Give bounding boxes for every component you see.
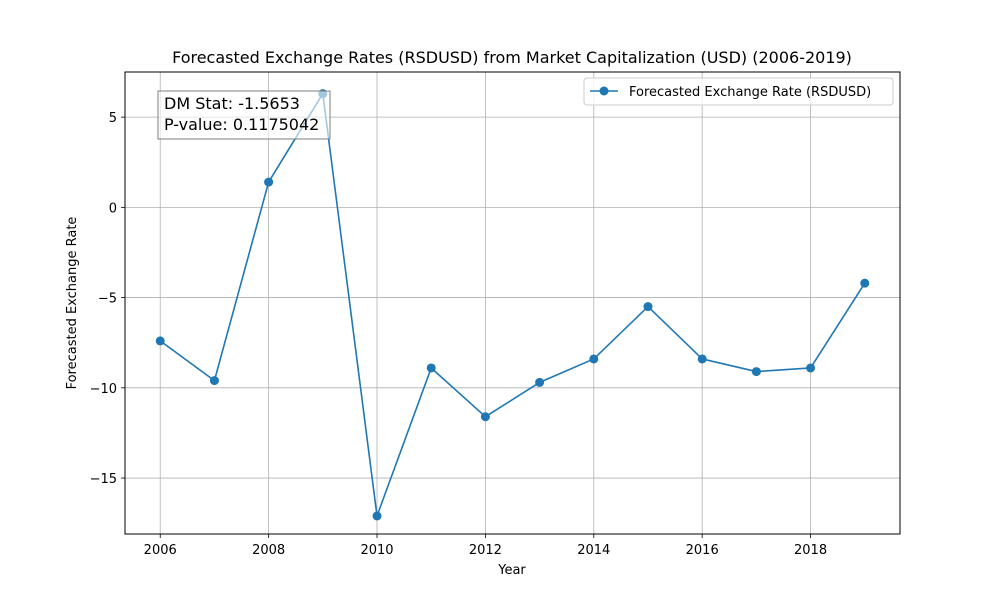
x-axis-label: Year [497,563,526,578]
legend-frame [583,77,894,106]
y-tick-label: −15 [90,472,117,487]
series-layer [155,89,870,521]
ticks: 2006 2008 2010 2012 2014 2016 2018 −15 −10 −5 0 5 [90,111,828,558]
legend-marker-swatch [599,86,609,96]
grid [125,72,900,534]
data-point-2018 [806,363,816,373]
data-point-2013 [535,377,545,387]
x-tick-label: 2008 [252,543,285,558]
data-point-2016 [697,354,707,364]
x-tick-label: 2010 [360,543,393,558]
data-point-2010 [372,511,382,521]
y-tick-label: 0 [109,201,117,216]
data-point-2019 [860,278,870,288]
x-tick-label: 2018 [794,543,827,558]
legend-label: Forecasted Exchange Rate (RSDUSD) [629,85,871,100]
series-line [159,92,866,517]
x-tick-label: 2016 [686,543,719,558]
chart-title: Forecasted Exchange Rates (RSDUSD) from … [172,48,852,67]
data-point-2015 [643,302,653,312]
y-tick-label: −10 [90,382,117,397]
data-point-2014 [589,354,599,364]
annotation-frame [157,90,331,140]
plot-frame [124,71,901,535]
y-tick-label: −5 [98,292,117,307]
data-point-2008 [264,177,274,187]
dm-stat-annotation: DM Stat: -1.5653 P-value: 0.1175042 [157,90,331,140]
y-tick-label: 5 [109,111,117,126]
data-point-2017 [751,367,761,377]
y-axis-label: Forecasted Exchange Rate [65,217,80,390]
x-tick-label: 2014 [577,543,610,558]
annotation-dm-stat: DM Stat: -1.5653 [164,94,300,113]
x-tick-label: 2006 [144,543,177,558]
annotation-p-value: P-value: 0.1175042 [164,115,319,134]
data-point-2006 [155,336,165,346]
x-tick-label: 2012 [469,543,502,558]
data-point-2012 [480,412,490,422]
data-point-2011 [426,363,436,373]
legend: Forecasted Exchange Rate (RSDUSD) [583,77,894,106]
data-point-2007 [209,376,219,386]
